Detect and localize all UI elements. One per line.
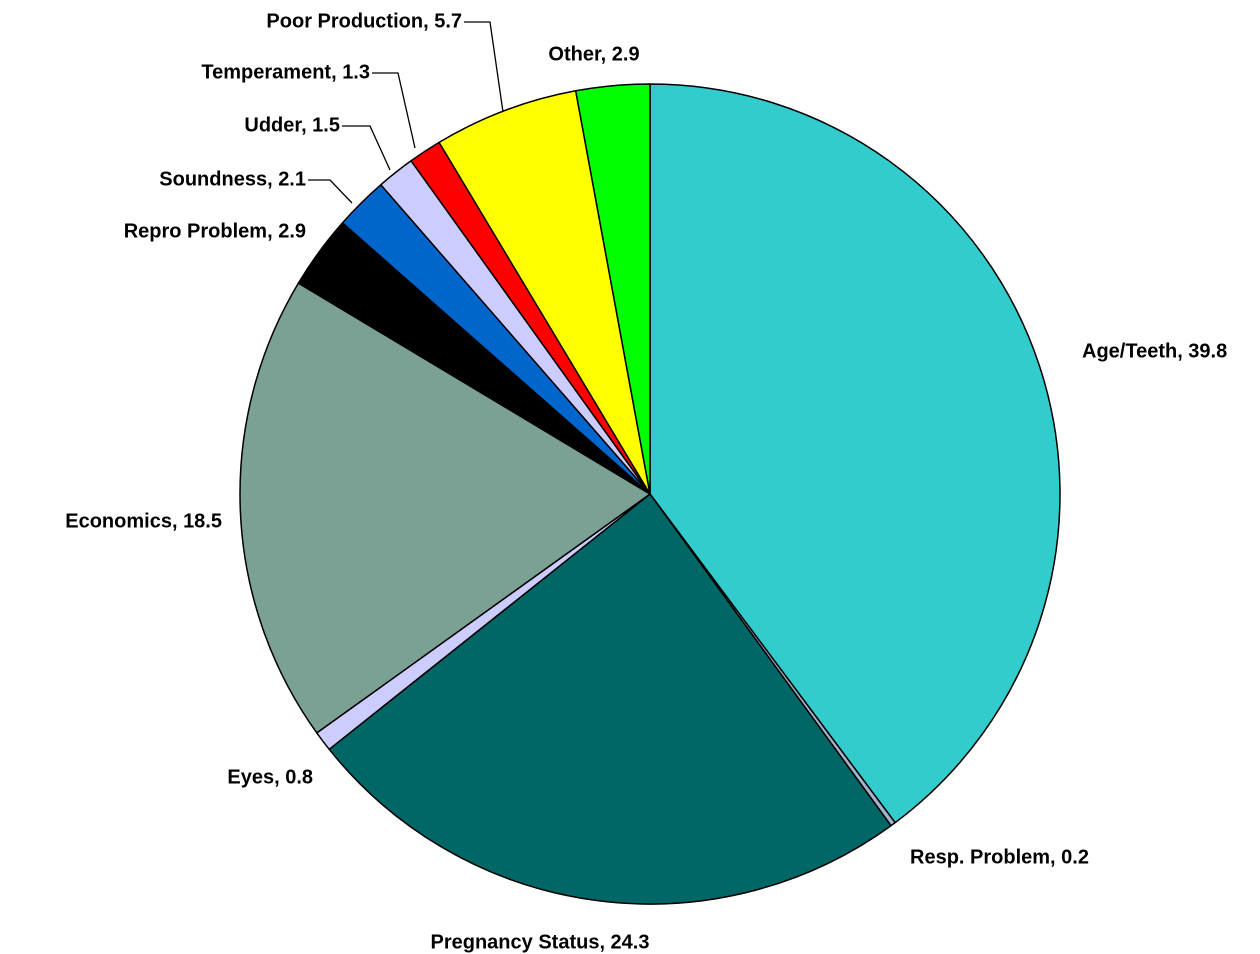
pie-slice xyxy=(328,493,892,905)
data-label: Soundness, 2.1 xyxy=(159,168,306,190)
data-label: Eyes, 0.8 xyxy=(227,766,313,788)
data-label: Udder, 1.5 xyxy=(244,114,340,136)
data-label: Age/Teeth, 39.8 xyxy=(1082,340,1227,362)
leader-line xyxy=(308,179,353,204)
pie-slice xyxy=(438,90,651,495)
data-label: Pregnancy Status, 24.3 xyxy=(431,931,650,953)
pie-slice xyxy=(239,282,651,734)
data-label: Economics, 18.5 xyxy=(65,510,222,532)
data-label: Resp. Problem, 0.2 xyxy=(910,846,1089,868)
leader-line xyxy=(464,21,504,113)
pie-slice xyxy=(649,83,1061,824)
data-label: Repro Problem, 2.9 xyxy=(124,220,306,242)
pie-slice xyxy=(574,83,651,495)
data-label: Poor Production, 5.7 xyxy=(266,10,462,32)
leader-line xyxy=(372,72,416,149)
leader-line xyxy=(342,125,391,171)
data-label: Other, 2.9 xyxy=(548,43,639,65)
data-label: Temperament, 1.3 xyxy=(201,61,370,83)
